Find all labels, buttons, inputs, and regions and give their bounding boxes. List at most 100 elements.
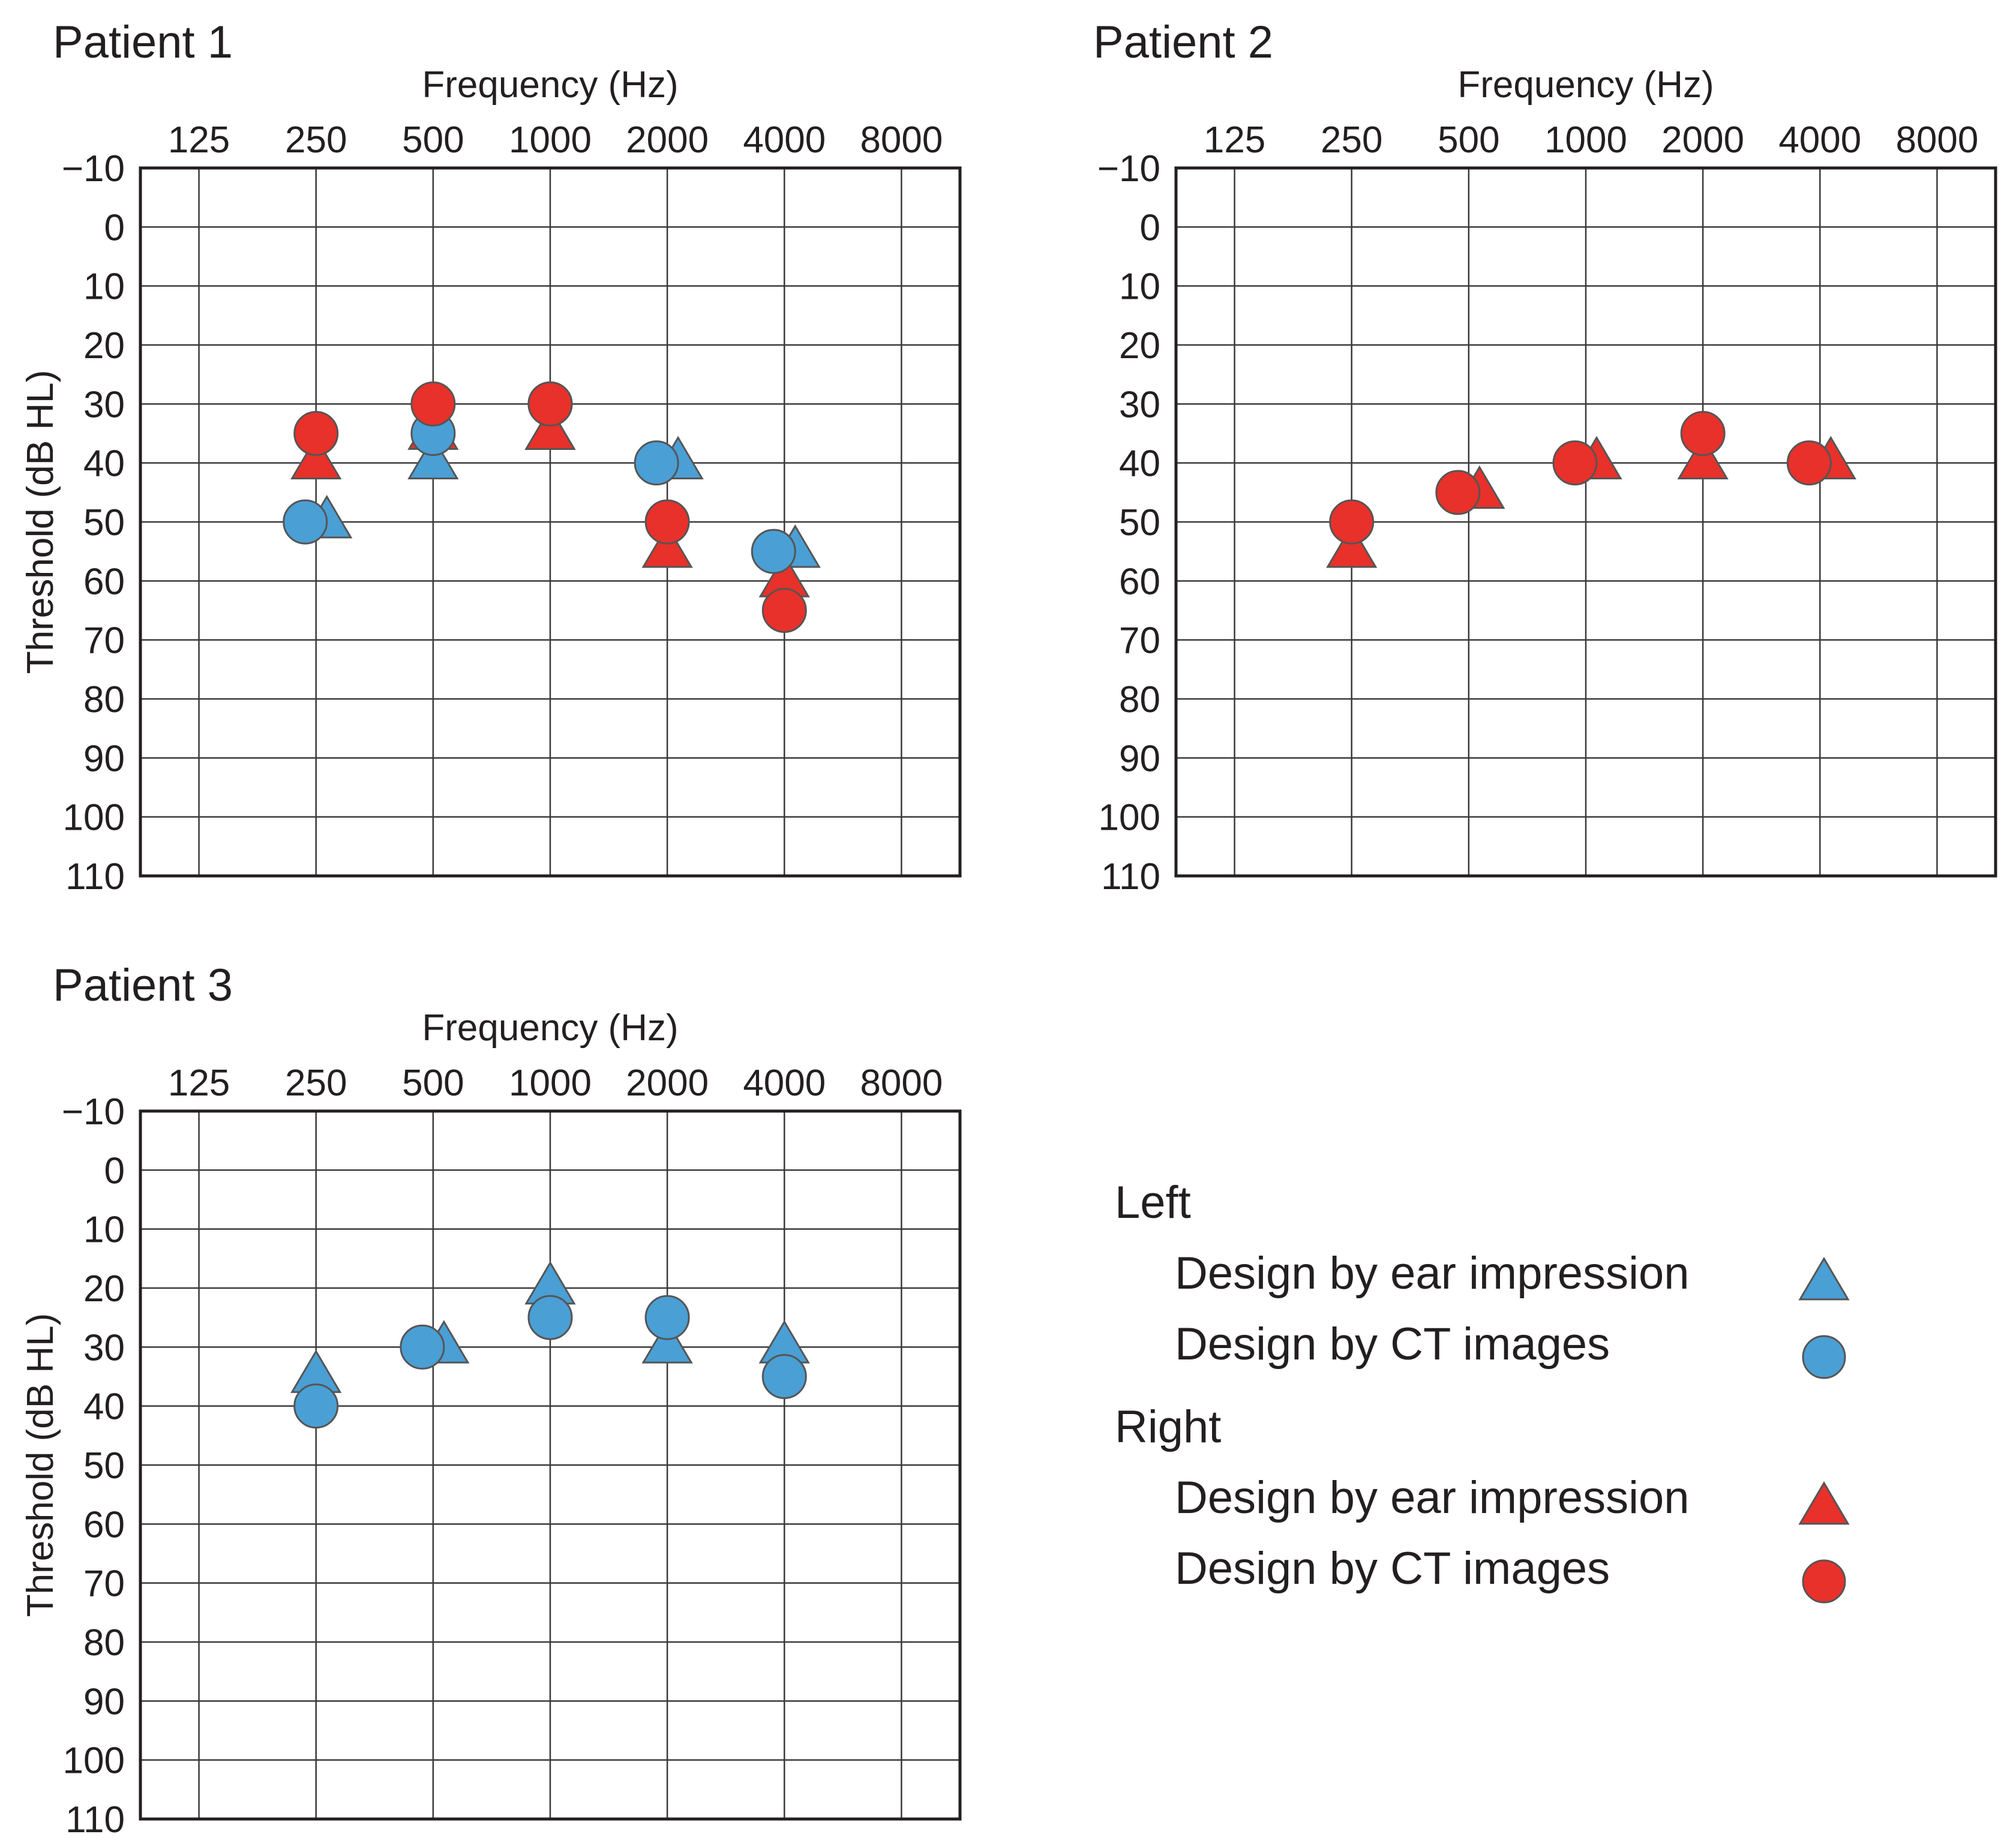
x-tick-label: 1000: [509, 119, 592, 161]
y-tick-label: 50: [1119, 502, 1160, 544]
y-tick-label: 0: [1140, 207, 1160, 248]
y-tick-label: 70: [1119, 620, 1160, 662]
x-tick-label: 500: [1438, 119, 1499, 161]
legend-right-circle-icon: [1802, 1559, 1846, 1604]
x-tick-label: 125: [1204, 119, 1265, 161]
audiogram-panel-1: Patient 1 Frequency (Hz) Threshold (dB HL)…: [20, 17, 962, 898]
y-tick-label: 0: [104, 207, 125, 248]
right-triangle-marker: [524, 406, 576, 450]
legend-item-label: Design by ear impression: [1175, 1472, 1690, 1523]
x-tick-label: 4000: [743, 1062, 826, 1104]
y-tick-label: 110: [65, 1799, 125, 1841]
markers: [283, 381, 821, 633]
left-circle-marker: [644, 1295, 690, 1340]
plot-frame: [1174, 166, 1997, 878]
right-circle-marker: [1786, 440, 1832, 486]
y-tick-label: −10: [62, 148, 125, 190]
x-tick-label: 500: [402, 1062, 464, 1104]
y-tick-label: 80: [83, 679, 125, 721]
x-tick-label: 2000: [1661, 119, 1744, 161]
legend-left-triangle-icon: [1798, 1256, 1850, 1301]
y-tick-label: 20: [1119, 325, 1160, 367]
right-circle-marker: [761, 588, 807, 633]
y-tick-label: 30: [83, 1327, 125, 1368]
y-tick-label: 40: [83, 1386, 125, 1428]
y-tick-label: −10: [62, 1091, 125, 1133]
y-tick-label: 70: [83, 620, 125, 662]
left-circle-marker: [634, 440, 679, 486]
y-tick-label: 10: [83, 1209, 125, 1251]
y-tick-label: 50: [83, 502, 125, 544]
panel-title: Patient 1: [53, 17, 233, 68]
y-tick-label: 30: [83, 384, 125, 425]
legend-left-circle-icon: [1802, 1335, 1846, 1379]
y-tick-label: 30: [1119, 384, 1160, 425]
x-axis-label: Frequency (Hz): [1457, 64, 1714, 106]
x-tick-label: 8000: [860, 119, 943, 161]
panel-title: Patient 2: [1093, 17, 1273, 68]
x-tick-label: 1000: [509, 1062, 592, 1104]
y-tick-label: 10: [83, 266, 125, 308]
legend-group-label: Left: [1115, 1177, 1191, 1228]
left-circle-marker: [527, 1295, 573, 1340]
y-axis-label: Threshold (dB HL): [20, 1313, 61, 1617]
y-tick-label: 10: [1119, 266, 1160, 308]
x-tick-label: 250: [1321, 119, 1382, 161]
y-tick-label: 100: [63, 797, 125, 839]
markers: [290, 1260, 810, 1429]
x-axis-label: Frequency (Hz): [422, 64, 678, 106]
y-tick-label: 90: [83, 1681, 125, 1722]
y-tick-label: 80: [83, 1622, 125, 1664]
y-tick-label: 110: [1101, 856, 1160, 898]
y-tick-label: 50: [83, 1445, 125, 1487]
right-triangle-marker: [1326, 524, 1378, 568]
right-circle-marker: [1435, 470, 1481, 515]
x-tick-label: 8000: [860, 1062, 943, 1104]
audiogram-panel-3: Patient 3 Frequency (Hz) Threshold (dB HL)…: [20, 960, 962, 1841]
y-axis-label: Threshold (dB HL): [20, 370, 61, 674]
x-tick-label: 4000: [1778, 119, 1861, 161]
legend: Left Design by ear impression Design by CT…: [1115, 1177, 1850, 1604]
plot-frame: [139, 1109, 962, 1821]
right-circle-marker: [527, 381, 573, 427]
y-tick-label: 70: [83, 1563, 125, 1605]
y-tick-label: 90: [83, 738, 125, 779]
right-triangle-marker: [1677, 436, 1729, 480]
legend-item-label: Design by CT images: [1175, 1543, 1610, 1594]
legend-item-label: Design by CT images: [1175, 1319, 1610, 1370]
left-circle-marker: [283, 499, 328, 545]
audiogram-panel-2: Patient 2 Frequency (Hz) Threshold (dB HL)…: [20, 17, 1997, 898]
plot-frame: [139, 166, 962, 878]
x-tick-label: 1000: [1544, 119, 1627, 161]
y-tick-label: 60: [83, 561, 125, 602]
right-triangle-marker: [641, 524, 693, 568]
x-tick-label: 125: [168, 119, 230, 161]
y-tick-label: 90: [1119, 738, 1160, 779]
x-tick-label: 500: [402, 119, 464, 161]
y-tick-label: 20: [83, 1268, 125, 1310]
left-circle-marker: [751, 529, 796, 574]
x-tick-label: 4000: [743, 119, 826, 161]
panel-title: Patient 3: [53, 960, 233, 1011]
left-circle-marker: [761, 1354, 807, 1399]
left-triangle-marker: [641, 1320, 693, 1364]
y-tick-label: 80: [1119, 679, 1160, 721]
x-tick-label: 250: [285, 1062, 347, 1104]
x-tick-label: 125: [168, 1062, 230, 1104]
x-axis-label: Frequency (Hz): [422, 1007, 678, 1049]
y-tick-label: 20: [83, 325, 125, 367]
right-circle-marker: [410, 381, 456, 427]
right-circle-marker: [293, 411, 339, 456]
y-tick-label: 60: [83, 1504, 125, 1545]
x-tick-label: 250: [285, 119, 347, 161]
legend-item-label: Design by ear impression: [1175, 1248, 1690, 1299]
right-circle-marker: [1680, 411, 1726, 456]
y-tick-label: 60: [1119, 561, 1160, 602]
left-triangle-marker: [407, 436, 459, 480]
y-axis-label: Threshold (dB HL): [20, 370, 61, 674]
right-triangle-marker: [290, 436, 342, 480]
y-tick-label: 0: [104, 1150, 125, 1191]
y-tick-label: 40: [83, 443, 125, 485]
y-tick-label: −10: [1097, 148, 1160, 190]
